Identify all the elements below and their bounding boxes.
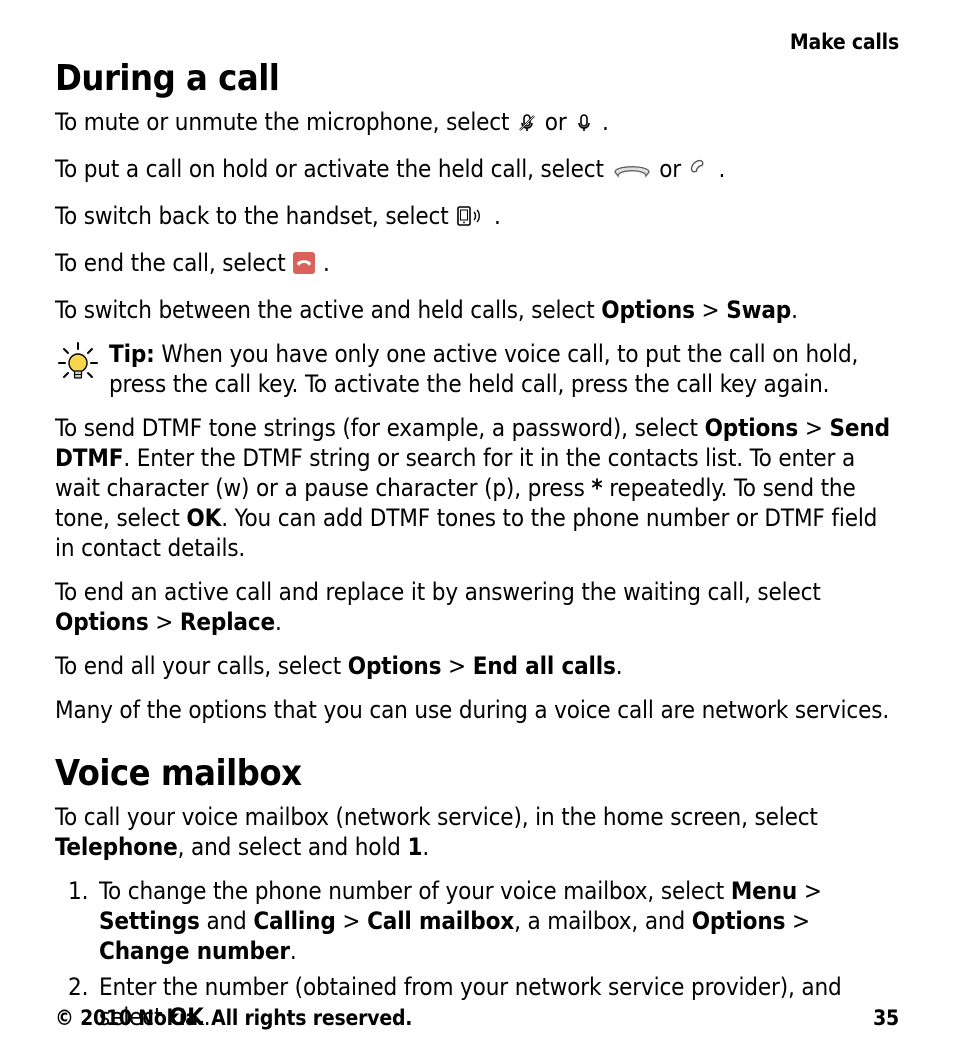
text: >	[798, 414, 829, 442]
text: , a mailbox, and	[514, 907, 692, 935]
menu-settings: Settings	[99, 907, 200, 935]
mic-muted-icon	[517, 110, 537, 140]
text: .	[718, 155, 725, 183]
menu-options: Options	[348, 652, 442, 680]
para-network-services: Many of the options that you can use dur…	[55, 695, 899, 725]
step-1: To change the phone number of your voice…	[95, 876, 899, 966]
copyright-text: © 2010 Nokia. All rights reserved.	[55, 1006, 412, 1030]
text: or	[545, 108, 573, 136]
para-end-all: To end all your calls, select Options > …	[55, 651, 899, 681]
menu-swap: Swap	[726, 296, 791, 324]
menu-options: Options	[55, 608, 149, 636]
text: .	[290, 937, 297, 965]
menu-options: Options	[692, 907, 786, 935]
tip-lightbulb-icon	[55, 341, 101, 387]
text: or	[659, 155, 687, 183]
text: To change the phone number of your voice…	[99, 877, 731, 905]
tip-text: Tip: When you have only one active voice…	[109, 339, 899, 399]
text: To end all your calls, select	[55, 652, 348, 680]
text: , and select and hold	[178, 833, 408, 861]
text: >	[441, 652, 472, 680]
text: .	[616, 652, 623, 680]
heading-voice-mailbox: Voice mailbox	[55, 753, 899, 794]
para-swap: To switch between the active and held ca…	[55, 295, 899, 325]
app-telephone: Telephone	[55, 833, 178, 861]
tip-block: Tip: When you have only one active voice…	[55, 339, 899, 399]
text: To switch between the active and held ca…	[55, 296, 601, 324]
para-voicemail-intro: To call your voice mailbox (network serv…	[55, 802, 899, 862]
para-mute: To mute or unmute the microphone, select…	[55, 107, 899, 140]
text: To call your voice mailbox (network serv…	[55, 803, 818, 831]
text: To switch back to the handset, select	[55, 202, 455, 230]
para-hold: To put a call on hold or activate the he…	[55, 154, 899, 187]
menu-options: Options	[705, 414, 799, 442]
page-number: 35	[873, 1006, 899, 1030]
tip-label: Tip:	[109, 340, 155, 368]
para-dtmf: To send DTMF tone strings (for example, …	[55, 413, 899, 563]
mic-on-icon	[574, 110, 594, 140]
text: .	[791, 296, 798, 324]
text: .	[275, 608, 282, 636]
text: >	[336, 907, 367, 935]
key-star: *	[591, 474, 602, 502]
menu-calling: Calling	[253, 907, 335, 935]
key-one: 1	[407, 833, 422, 861]
page-footer: © 2010 Nokia. All rights reserved. 35	[55, 1006, 899, 1030]
text: .	[602, 108, 609, 136]
text: >	[785, 907, 810, 935]
section-header: Make calls	[55, 30, 899, 54]
para-handset: To switch back to the handset, select .	[55, 201, 899, 234]
para-replace: To end an active call and replace it by …	[55, 577, 899, 637]
text: .	[422, 833, 429, 861]
menu-end-all-calls: End all calls	[473, 652, 616, 680]
text: To send DTMF tone strings (for example, …	[55, 414, 705, 442]
menu-call-mailbox: Call mailbox	[367, 907, 514, 935]
heading-during-a-call: During a call	[55, 58, 899, 99]
tip-body: When you have only one active voice call…	[109, 340, 858, 398]
text: To mute or unmute the microphone, select	[55, 108, 516, 136]
text: To put a call on hold or activate the he…	[55, 155, 611, 183]
text: To end an active call and replace it by …	[55, 578, 821, 606]
text: >	[149, 608, 180, 636]
menu-change-number: Change number	[99, 937, 290, 965]
text: >	[695, 296, 726, 324]
end-call-icon	[293, 251, 315, 281]
btn-ok: OK	[186, 504, 221, 532]
para-end-call: To end the call, select .	[55, 248, 899, 281]
text: and	[200, 907, 254, 935]
text: .	[323, 249, 330, 277]
text: To end the call, select	[55, 249, 292, 277]
handset-down-icon	[612, 157, 652, 187]
menu-menu: Menu	[731, 877, 797, 905]
text: .	[494, 202, 501, 230]
menu-options: Options	[601, 296, 695, 324]
menu-replace: Replace	[180, 608, 275, 636]
text: >	[797, 877, 822, 905]
handset-up-icon	[689, 157, 711, 187]
phone-speaker-icon	[456, 204, 486, 234]
